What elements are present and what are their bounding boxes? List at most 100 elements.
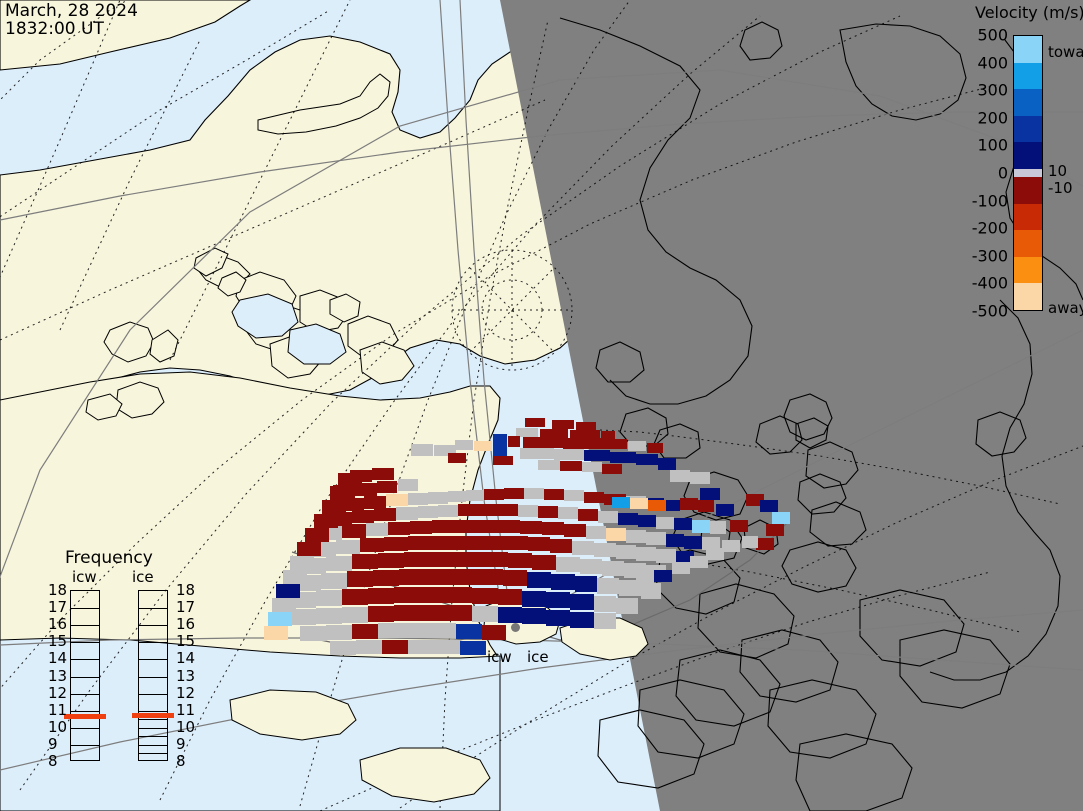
velocity-cell — [355, 483, 377, 496]
velocity-cell — [448, 491, 466, 502]
velocity-cell — [766, 524, 784, 536]
velocity-cell — [619, 580, 641, 596]
velocity-cell — [702, 537, 720, 550]
velocity-cell — [594, 543, 616, 557]
velocity-cell — [482, 625, 506, 640]
frequency-column-label-ice: ice — [132, 568, 154, 586]
velocity-cell — [264, 626, 288, 640]
velocity-cell — [516, 428, 538, 437]
velocity-colorbar[interactable] — [1013, 35, 1043, 311]
velocity-cell — [482, 552, 508, 567]
colorbar-segment-450 — [1014, 36, 1042, 63]
velocity-cell — [772, 512, 790, 524]
velocity-cell — [580, 559, 602, 574]
velocity-cell — [638, 515, 656, 527]
velocity-cell — [478, 504, 498, 516]
frequency-tick-line — [71, 659, 99, 661]
velocity-cell — [472, 588, 498, 604]
colorbar-zero-lower-label: -10 — [1048, 179, 1073, 197]
frequency-tick-line — [71, 727, 99, 729]
frequency-bar-icw[interactable] — [70, 590, 100, 761]
colorbar-tick-100: 100 — [977, 135, 1008, 155]
frequency-label-icw-10: 10 — [48, 717, 68, 736]
colorbar-segment-350 — [1014, 62, 1042, 90]
velocity-cell — [742, 536, 758, 548]
velocity-cell — [630, 498, 648, 509]
frequency-column-label-icw: icw — [72, 568, 97, 586]
velocity-cell — [690, 556, 708, 568]
velocity-cell — [554, 449, 584, 460]
velocity-cell — [290, 609, 316, 625]
velocity-cell — [716, 504, 734, 516]
velocity-cell — [658, 458, 676, 470]
frequency-bar-ice[interactable] — [138, 590, 168, 761]
velocity-cell — [386, 494, 408, 506]
frequency-label-ice-11: 11 — [176, 700, 196, 719]
velocity-cell — [607, 439, 627, 449]
terminator-night-region — [500, 0, 1083, 811]
frequency-tick-line — [139, 710, 167, 712]
colorbar-segment-0 — [1014, 168, 1042, 177]
velocity-cell — [446, 587, 472, 603]
velocity-cell — [576, 422, 596, 431]
velocity-cell — [455, 440, 473, 450]
velocity-cell — [664, 500, 680, 511]
colorbar-title: Velocity (m/s) — [975, 3, 1083, 22]
velocity-cell — [408, 493, 428, 505]
velocity-cell — [460, 641, 486, 655]
velocity-cell — [538, 460, 560, 470]
velocity-cell — [410, 521, 432, 534]
frequency-tick-line — [71, 710, 99, 712]
frequency-label-ice-16: 16 — [176, 615, 196, 634]
velocity-cell — [706, 548, 724, 560]
velocity-cell — [520, 521, 542, 534]
velocity-cell — [474, 441, 492, 451]
velocity-cell — [347, 571, 373, 587]
velocity-cell — [524, 488, 544, 499]
frequency-tick-line — [139, 727, 167, 729]
velocity-cell — [546, 592, 570, 608]
velocity-cell — [428, 492, 448, 504]
velocity-cell — [316, 608, 342, 624]
velocity-cell — [322, 500, 346, 514]
velocity-cell — [540, 429, 568, 439]
colorbar-segment--55 — [1014, 176, 1042, 204]
velocity-cell — [394, 605, 420, 621]
velocity-cell — [666, 534, 684, 547]
velocity-cell — [656, 517, 674, 529]
frequency-label-icw-18: 18 — [48, 581, 68, 599]
velocity-cell — [538, 506, 558, 518]
colorbar-tick-300: 300 — [977, 80, 1008, 100]
velocity-cell — [434, 640, 460, 654]
velocity-cell — [342, 589, 368, 605]
velocity-cell — [382, 640, 408, 654]
velocity-cell — [522, 608, 546, 624]
velocity-cell — [342, 607, 368, 623]
velocity-cell — [523, 437, 563, 448]
colorbar-segment--150 — [1014, 203, 1042, 231]
velocity-cell — [300, 626, 326, 641]
frequency-tick-line — [71, 676, 99, 678]
velocity-cell — [456, 552, 482, 567]
colorbar-tick-200: 200 — [977, 108, 1008, 128]
velocity-cell — [518, 505, 538, 517]
velocity-cell — [330, 486, 354, 500]
colorbar-segment--250 — [1014, 230, 1042, 257]
velocity-cell — [570, 594, 594, 610]
velocity-cell — [584, 450, 610, 461]
velocity-cell — [378, 623, 404, 638]
velocity-cell — [378, 553, 404, 568]
colorbar-away-label: away — [1048, 299, 1083, 317]
colorbar-tick-labels: 500 400 300 200 100 0 -100 -200 -300 -400 -500 — [944, 0, 1008, 811]
radar-site-marker[interactable] — [511, 623, 520, 632]
velocity-cell — [408, 536, 432, 550]
velocity-cell — [564, 490, 584, 501]
colorbar-zero-upper-label: 10 — [1048, 162, 1068, 180]
velocity-cell — [321, 573, 347, 589]
velocity-cell — [578, 509, 598, 521]
frequency-label-icw-9: 9 — [48, 734, 58, 753]
velocity-cell — [594, 596, 616, 612]
velocity-cell — [430, 623, 456, 638]
velocity-cell — [594, 613, 616, 629]
